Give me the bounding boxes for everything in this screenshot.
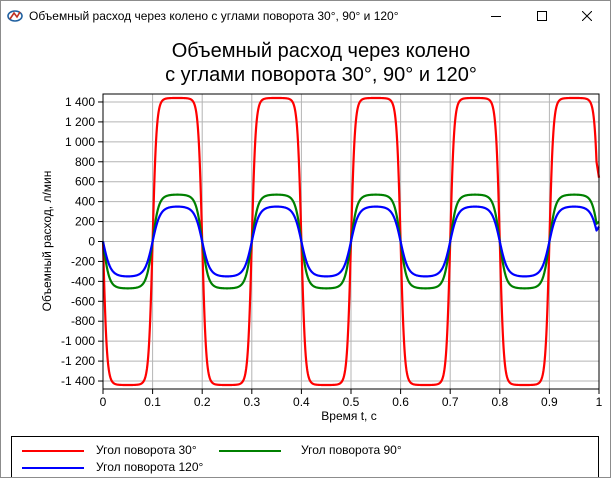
x-tick-label: 0.8	[491, 395, 508, 409]
y-tick-label: 0	[88, 235, 95, 249]
close-icon	[582, 11, 592, 21]
maximize-button[interactable]	[519, 1, 565, 31]
legend-swatch-90	[219, 450, 281, 452]
legend-item-30: Угол поворота 30°	[22, 443, 222, 459]
x-tick-label: 0.2	[194, 395, 211, 409]
chart-area: Объемный расход через колено с углами по…	[1, 31, 610, 477]
y-tick-label: 800	[75, 155, 95, 169]
chart-app-icon	[7, 8, 23, 24]
y-tick-label: -1 000	[61, 334, 95, 348]
y-tick-label: 200	[75, 215, 95, 229]
x-tick-label: 0.6	[392, 395, 409, 409]
minimize-button[interactable]	[473, 1, 519, 31]
y-tick-label: 600	[75, 175, 95, 189]
y-tick-label: -200	[71, 254, 95, 268]
legend-item-90: Угол поворота 90°	[219, 443, 449, 459]
y-tick-label: -600	[71, 294, 95, 308]
y-tick-label: -1 200	[61, 354, 95, 368]
x-tick-label: 0.7	[442, 395, 459, 409]
chart-legend: Угол поворота 30° Угол поворота 90° Угол…	[11, 436, 599, 477]
close-button[interactable]	[564, 1, 610, 31]
y-tick-label: 1 400	[65, 95, 95, 109]
x-tick-label: 0	[100, 395, 107, 409]
legend-label-120: Угол поворота 120°	[96, 460, 204, 474]
series-line-3	[101, 205, 600, 278]
x-tick-label: 0.4	[293, 395, 310, 409]
series-line-1	[101, 96, 601, 387]
y-tick-label: -1 400	[61, 374, 95, 388]
x-axis-label: Время t, c	[321, 409, 376, 423]
window-title: Объемный расход через колено с углами по…	[29, 9, 399, 23]
legend-swatch-120	[22, 467, 84, 469]
y-tick-label: -800	[71, 314, 95, 328]
chart: Объемный расход через колено с углами по…	[40, 40, 603, 423]
legend-label-90: Угол поворота 90°	[301, 443, 402, 457]
y-tick-label: -400	[71, 274, 95, 288]
y-tick-label: 1 200	[65, 115, 95, 129]
x-tick-label: 0.3	[243, 395, 260, 409]
chart-title-line-1: Объемный расход через колено	[172, 40, 471, 62]
legend-item-120: Угол поворота 120°	[22, 460, 222, 476]
y-tick-label: 400	[75, 195, 95, 209]
plot-frame	[102, 93, 600, 390]
y-axis-label: Объемный расход, л/мин	[40, 171, 54, 312]
x-tick-label: 0.1	[144, 395, 161, 409]
maximize-icon	[537, 11, 547, 21]
chart-title-line-2: с углами поворота 30°, 90° и 120°	[165, 64, 477, 86]
x-tick-label: 0.9	[541, 395, 558, 409]
title-bar[interactable]: Объемный расход через колено с углами по…	[1, 1, 610, 31]
minimize-icon	[491, 16, 501, 17]
legend-label-30: Угол поворота 30°	[96, 443, 197, 457]
x-tick-label: 1	[596, 395, 603, 409]
legend-swatch-30	[22, 450, 84, 452]
y-tick-label: 1 000	[65, 135, 95, 149]
x-tick-label: 0.5	[343, 395, 360, 409]
